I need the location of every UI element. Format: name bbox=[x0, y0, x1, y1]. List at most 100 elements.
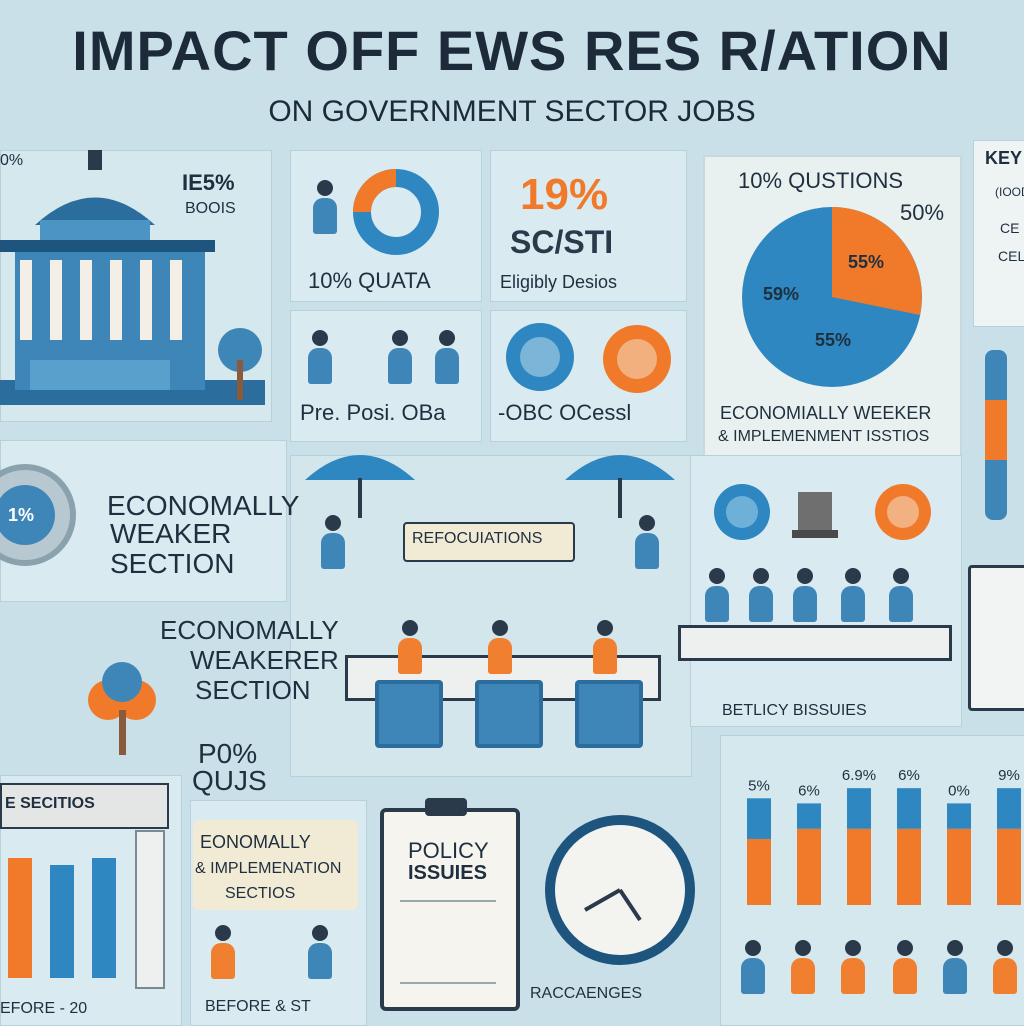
column-pillar bbox=[135, 830, 165, 989]
bar-segment bbox=[947, 803, 971, 829]
person-icon bbox=[208, 925, 238, 981]
pre-post-label: Pre. Posi. OBa bbox=[300, 400, 446, 425]
pct-top-sub-label: BOOIS bbox=[185, 200, 236, 217]
gear-badge-blue-icon bbox=[506, 323, 574, 391]
reallocations-banner bbox=[403, 522, 575, 562]
bar-segment bbox=[947, 828, 971, 905]
key-item-3: CEL bbox=[998, 248, 1024, 264]
parliament-building-icon bbox=[0, 150, 265, 405]
bar-segment bbox=[797, 803, 821, 829]
person-icon bbox=[305, 925, 335, 981]
bar-chart: 5% 6% 6.9% 6% 0% 9% bbox=[747, 767, 1021, 905]
page-title: IMPACT OFF EWS RES R/ATION bbox=[72, 19, 952, 82]
bar-orange bbox=[8, 858, 32, 978]
bar-blue bbox=[92, 858, 116, 978]
committee-table bbox=[678, 625, 952, 661]
scst-pct-label: 19% bbox=[520, 170, 609, 219]
person-icon bbox=[890, 940, 920, 996]
pie-chart bbox=[742, 207, 922, 387]
ews-b-label-1: ECONOMALLY bbox=[160, 615, 339, 645]
person-icon bbox=[702, 568, 732, 624]
pct-quota-label: P0% bbox=[198, 738, 258, 769]
key-item-1: (IOOD bbox=[995, 185, 1024, 199]
policy-clipboard bbox=[380, 808, 520, 1011]
quota-label: 10% QUATA bbox=[308, 268, 431, 293]
bar-segment bbox=[997, 828, 1021, 905]
clock-icon bbox=[545, 815, 695, 965]
before-st-label: BEFORE & ST bbox=[205, 998, 311, 1015]
person-icon bbox=[310, 180, 340, 236]
econ-impl-label-3: SECTIOS bbox=[225, 885, 296, 902]
pct-left-label: 0% bbox=[0, 152, 24, 169]
ews-b-label-3: SECTION bbox=[195, 675, 311, 705]
policy-issues-label: BETLICY BISSUIES bbox=[722, 702, 867, 719]
bar-blue bbox=[50, 865, 74, 978]
person-icon bbox=[788, 940, 818, 996]
person-icon bbox=[738, 940, 768, 996]
page-subtitle: ON GOVERNMENT SECTOR JOBS bbox=[268, 95, 756, 128]
bar-label: 6.9% bbox=[842, 767, 876, 784]
seal-blue-icon bbox=[714, 484, 770, 540]
person-icon bbox=[385, 330, 415, 386]
ews-label-1: ECONOMALLY bbox=[107, 490, 300, 521]
bar-segment bbox=[747, 798, 771, 839]
person-icon bbox=[790, 568, 820, 624]
pie-right-label: 50% bbox=[900, 200, 945, 225]
bar-segment bbox=[747, 838, 771, 905]
bar-label: 6% bbox=[798, 782, 820, 799]
bar-segment bbox=[797, 828, 821, 905]
gear-icon bbox=[0, 464, 76, 566]
policy-label-2: ISSUIES bbox=[408, 862, 487, 884]
umbrella-icon bbox=[305, 455, 415, 518]
person-icon bbox=[632, 515, 662, 571]
pie-slice-label-2: 55% bbox=[848, 252, 885, 272]
person-icon bbox=[886, 568, 916, 624]
chair-icon bbox=[375, 680, 443, 748]
bar-label: 5% bbox=[748, 777, 770, 794]
ews-label-2: WEAKER bbox=[110, 518, 232, 549]
bar-segment bbox=[847, 788, 871, 829]
challenges-label: RACCAENGES bbox=[530, 985, 643, 1002]
econ-impl-label-1: EONOMALLY bbox=[200, 832, 311, 852]
ews-b-label-2: WEAKERER bbox=[190, 645, 339, 675]
pie-caption-2: & IMPLEMENMENT ISSTIOS bbox=[718, 428, 930, 445]
gear-pct-label: 1% bbox=[8, 505, 35, 525]
person-icon bbox=[305, 330, 335, 386]
econ-impl-label-2: & IMPLEMENATION bbox=[195, 860, 342, 877]
tree-icon bbox=[88, 662, 156, 755]
key-item-2: CE bbox=[1000, 220, 1020, 236]
bar-segment bbox=[847, 828, 871, 905]
econ-impl-box bbox=[193, 820, 358, 910]
pie-slice-orange bbox=[832, 207, 922, 315]
clipboard-icon bbox=[968, 565, 1024, 711]
pie-slice-label-1: 59% bbox=[763, 284, 800, 304]
bar-label: 0% bbox=[948, 782, 970, 799]
policy-label-1: POLICY bbox=[408, 838, 489, 863]
bar-label: 9% bbox=[998, 767, 1020, 784]
clipboard-clip bbox=[425, 798, 467, 816]
person-icon bbox=[990, 940, 1020, 996]
person-icon bbox=[746, 568, 776, 624]
before-label: EFORE - 20 bbox=[0, 1000, 88, 1017]
person-icon bbox=[940, 940, 970, 996]
pie-caption-1: ECONOMIALLY WEEKER bbox=[720, 403, 932, 423]
pct-top-label: IE5% bbox=[182, 170, 235, 195]
sections-banner bbox=[0, 783, 169, 829]
pie-slice-label-3: 55% bbox=[815, 330, 852, 350]
ews-label-3: SECTION bbox=[110, 548, 235, 579]
panel-key bbox=[973, 140, 1024, 327]
person-icon bbox=[485, 620, 515, 676]
panel-scst bbox=[490, 150, 687, 302]
donut-chart-icon bbox=[353, 169, 439, 255]
eligibility-label: Eligibly Desios bbox=[500, 272, 618, 292]
key-title: KEY bbox=[985, 148, 1023, 168]
umbrella-icon bbox=[565, 455, 675, 518]
chair-icon bbox=[575, 680, 643, 748]
person-icon bbox=[590, 620, 620, 676]
bar-segment bbox=[997, 788, 1021, 829]
seal-orange-icon bbox=[875, 484, 931, 540]
person-icon bbox=[838, 940, 868, 996]
emblem-icon bbox=[792, 492, 838, 538]
gear-badge-orange-icon bbox=[603, 325, 671, 393]
checklist bbox=[400, 900, 496, 984]
